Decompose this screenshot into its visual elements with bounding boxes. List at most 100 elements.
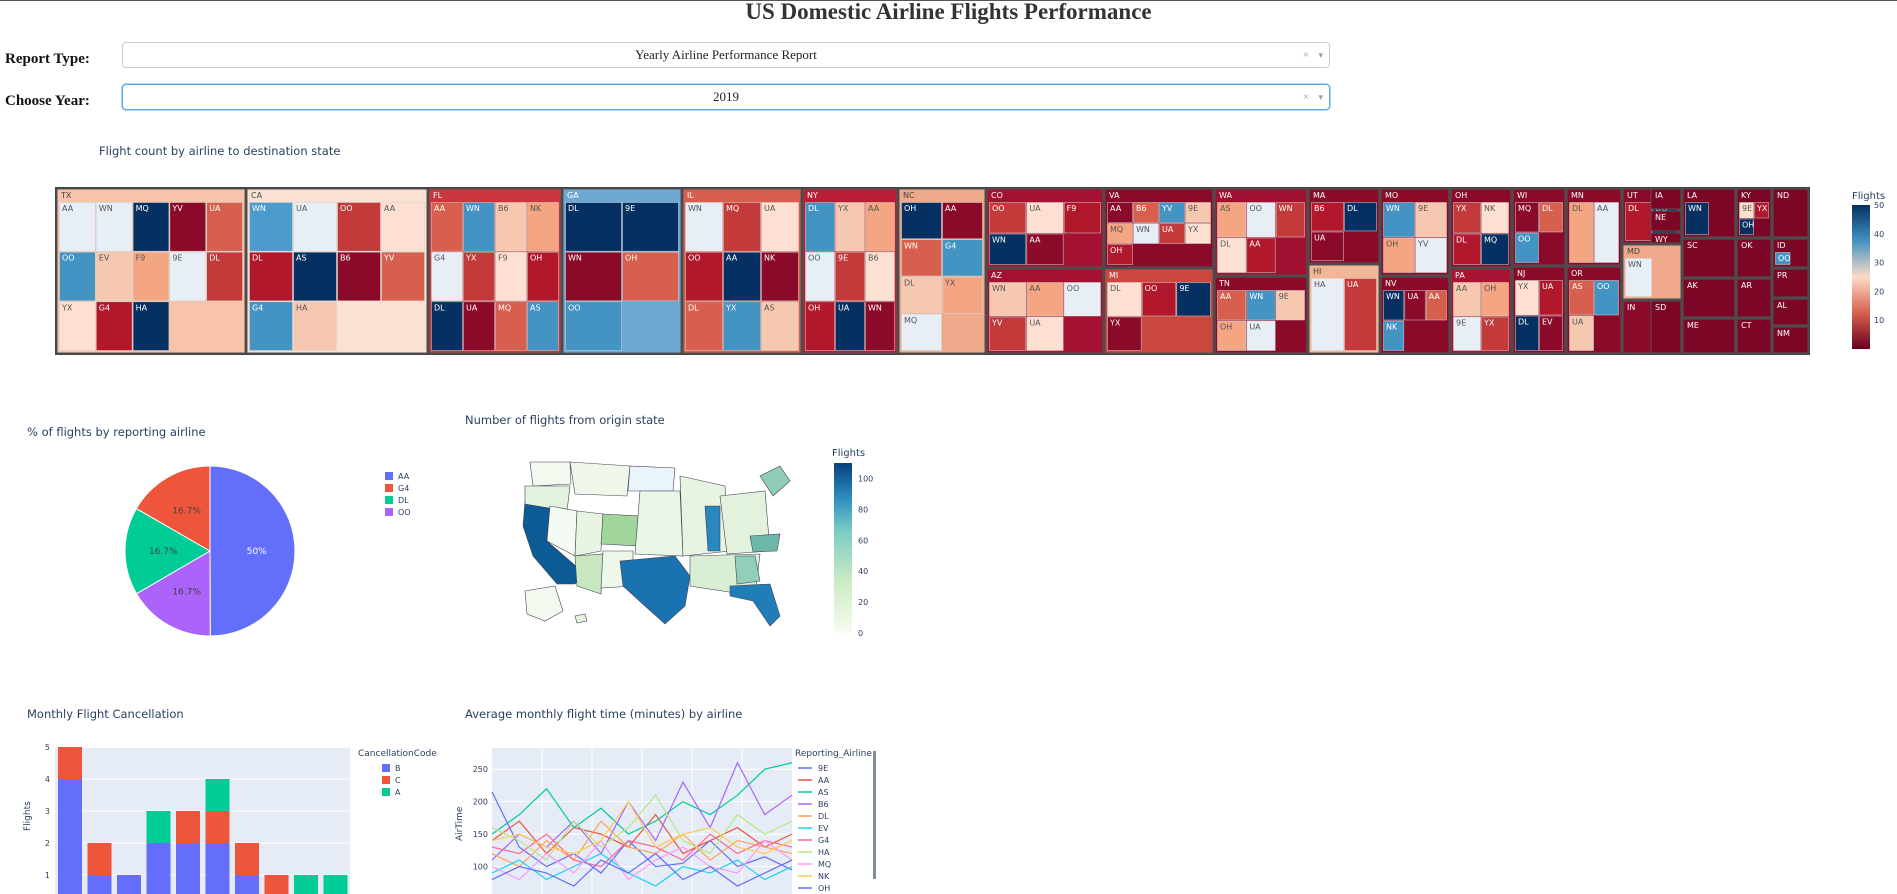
treemap-colorbar: Flights 50 40 30 20 10 — [1852, 191, 1885, 349]
treemap-cell-label: YV — [383, 254, 395, 263]
treemap-title: Flight count by airline to destination s… — [99, 144, 341, 158]
treemap-cell-ga-oo — [565, 301, 622, 351]
treemap-cell-wa-aa — [1246, 237, 1276, 273]
treemap-cell-label: YX — [1756, 204, 1768, 213]
treemap-cell-label: 9E — [172, 254, 182, 263]
cancel-ylabel: Flights — [23, 801, 33, 831]
treemap-cell-va-ua — [1159, 223, 1185, 244]
treemap-state-label: UT — [1627, 191, 1638, 200]
treemap-state-label: PA — [1455, 271, 1465, 280]
treemap-cell-label: UA — [1572, 318, 1584, 327]
treemap-cell-va-wn — [1133, 223, 1159, 244]
map-state-ak — [524, 585, 564, 622]
chevron-down-icon[interactable]: ▾ — [1318, 92, 1323, 102]
treemap-state-label: NY — [807, 191, 818, 200]
treemap-cell-fl-b6 — [495, 202, 527, 252]
treemap-cell-hi-ha — [1311, 278, 1344, 351]
chevron-down-icon[interactable]: ▾ — [1318, 50, 1323, 60]
airtime-line-ha — [491, 794, 793, 861]
treemap-state-fl: FL AA WN B6 NK G4 YX F9 OH DL UA MQ AS — [428, 188, 562, 354]
page-title: US Domestic Airline Flights Performance — [745, 0, 1152, 24]
treemap-cell-label: YX — [1109, 319, 1121, 328]
treemap-cell-ny-9e — [835, 251, 865, 302]
treemap-cell-az-wn — [989, 282, 1027, 317]
treemap-state-hi: HI HA UA — [1308, 264, 1380, 354]
report-type-dropdown[interactable]: Yearly Airline Performance Report × ▾ — [122, 42, 1330, 68]
treemap-cell-label: AA — [1456, 284, 1468, 293]
treemap-cell-va-yx — [1185, 223, 1211, 244]
treemap-cell-nv-aa — [1425, 290, 1447, 321]
treemap-cell-label: MQ — [904, 316, 917, 325]
treemap-cell-oh-nk — [1481, 202, 1509, 234]
treemap-cell-va-b6 — [1133, 202, 1159, 223]
treemap-cell-label: UA — [1029, 204, 1041, 213]
treemap-cell-co-oo — [989, 202, 1027, 234]
treemap-cell-il-as — [761, 301, 799, 351]
treemap-cell-label: YV — [991, 319, 1003, 328]
treemap-cell-la-wn — [1685, 202, 1709, 235]
treemap-cell-tn-oh — [1217, 320, 1247, 351]
treemap-cell-ma-b6 — [1311, 202, 1344, 232]
cancel-ytick: 1 — [45, 871, 50, 880]
treemap-cell-label: NK — [764, 254, 776, 263]
treemap-cell-label: OH — [1484, 284, 1496, 293]
treemap-cell-label: WN — [1279, 204, 1293, 213]
treemap-cell-label: AA — [1110, 204, 1122, 213]
treemap-state-mi: MI DL OO 9E YX — [1104, 268, 1214, 354]
treemap-cell-label: 9E — [838, 254, 848, 263]
treemap-cell-label: UA — [1542, 282, 1554, 291]
cancel-bar-a-9 — [294, 875, 318, 894]
treemap-state-va: VA AA B6 YV 9E MQ WN UA YX OH — [1104, 188, 1214, 268]
treemap-cell-ga-wn — [565, 251, 622, 302]
airtime-line-chart[interactable]: 25020015010050AirTimeReporting_Airline9E… — [450, 741, 880, 894]
cancellation-bar-chart[interactable]: 5 4 3 2 1 Flights CancellationCode BCA — [20, 741, 445, 894]
treemap-cell-label: DL — [568, 204, 579, 213]
airtime-ytick: 250 — [473, 765, 488, 774]
treemap-cell-label: MQ — [1518, 204, 1531, 213]
treemap-cell-ny-b6 — [865, 251, 895, 302]
treemap-cell-label: UA — [1407, 292, 1419, 301]
treemap-cell-label: B6 — [1136, 204, 1147, 213]
treemap-state-label: AK — [1687, 281, 1698, 290]
treemap-cell-nc-mq — [901, 314, 942, 351]
year-dropdown[interactable]: 2019 × ▾ — [122, 84, 1330, 110]
cancel-legend-b: B — [395, 764, 401, 773]
pie-chart[interactable]: 50% 16.7% 16.7% 16.7% AA G4 DL OO — [100, 441, 430, 661]
treemap-cell-label: 9E — [1188, 204, 1198, 213]
us-choropleth-map[interactable] — [515, 456, 795, 631]
treemap-cell-az-aa — [1026, 282, 1064, 317]
treemap-state-label: MI — [1109, 271, 1118, 280]
treemap-cell-mn-aa — [1594, 202, 1619, 263]
treemap-cell-tx-aa — [59, 202, 96, 252]
cancel-legend-swatch — [382, 764, 390, 772]
cancel-bar-c-8 — [264, 875, 289, 894]
treemap-state-ct: CT — [1736, 318, 1772, 354]
treemap-state-ne: NE — [1650, 210, 1682, 232]
treemap-state-sc: SC — [1682, 238, 1736, 278]
treemap-cell-label: AS — [1572, 282, 1583, 291]
treemap-state-az: AZ WN AA OO YV UA — [986, 268, 1104, 354]
treemap-state-ar: AR — [1736, 278, 1772, 318]
treemap-cell-label: WN — [99, 204, 113, 213]
pie-title: % of flights by reporting airline — [27, 425, 206, 439]
treemap-cell-ky-yx — [1754, 202, 1769, 219]
treemap-state-label: FL — [433, 191, 443, 200]
pie-slice-label: 16.7% — [172, 588, 201, 598]
treemap-cell-tx-ev — [96, 251, 133, 302]
treemap-cell-ga-9e — [622, 202, 679, 252]
treemap-state-label: GA — [567, 191, 579, 200]
treemap-cell-ny-yx — [835, 202, 865, 252]
cancel-bar-b-4 — [146, 843, 171, 894]
clear-icon[interactable]: × — [1302, 91, 1309, 103]
treemap-cell-label: AA — [1029, 284, 1041, 293]
map-colorbar-tick: 0 — [858, 629, 863, 636]
treemap-state-label: CA — [251, 191, 263, 200]
treemap-state-mo: MO WN 9E OH YV — [1380, 188, 1450, 276]
treemap-state-label: NC — [903, 191, 915, 200]
treemap-chart[interactable]: TX AA WN MQ YV UA OO EV F9 9E DL YX G4 HA CA WN UA OO AA DL… — [55, 187, 1810, 355]
clear-icon[interactable]: × — [1302, 49, 1309, 61]
cancel-bar-b-2 — [87, 875, 112, 894]
legend-scrollbar[interactable] — [873, 751, 876, 879]
treemap-cell-label: DL — [1518, 318, 1529, 327]
treemap-state-label: VA — [1109, 191, 1120, 200]
